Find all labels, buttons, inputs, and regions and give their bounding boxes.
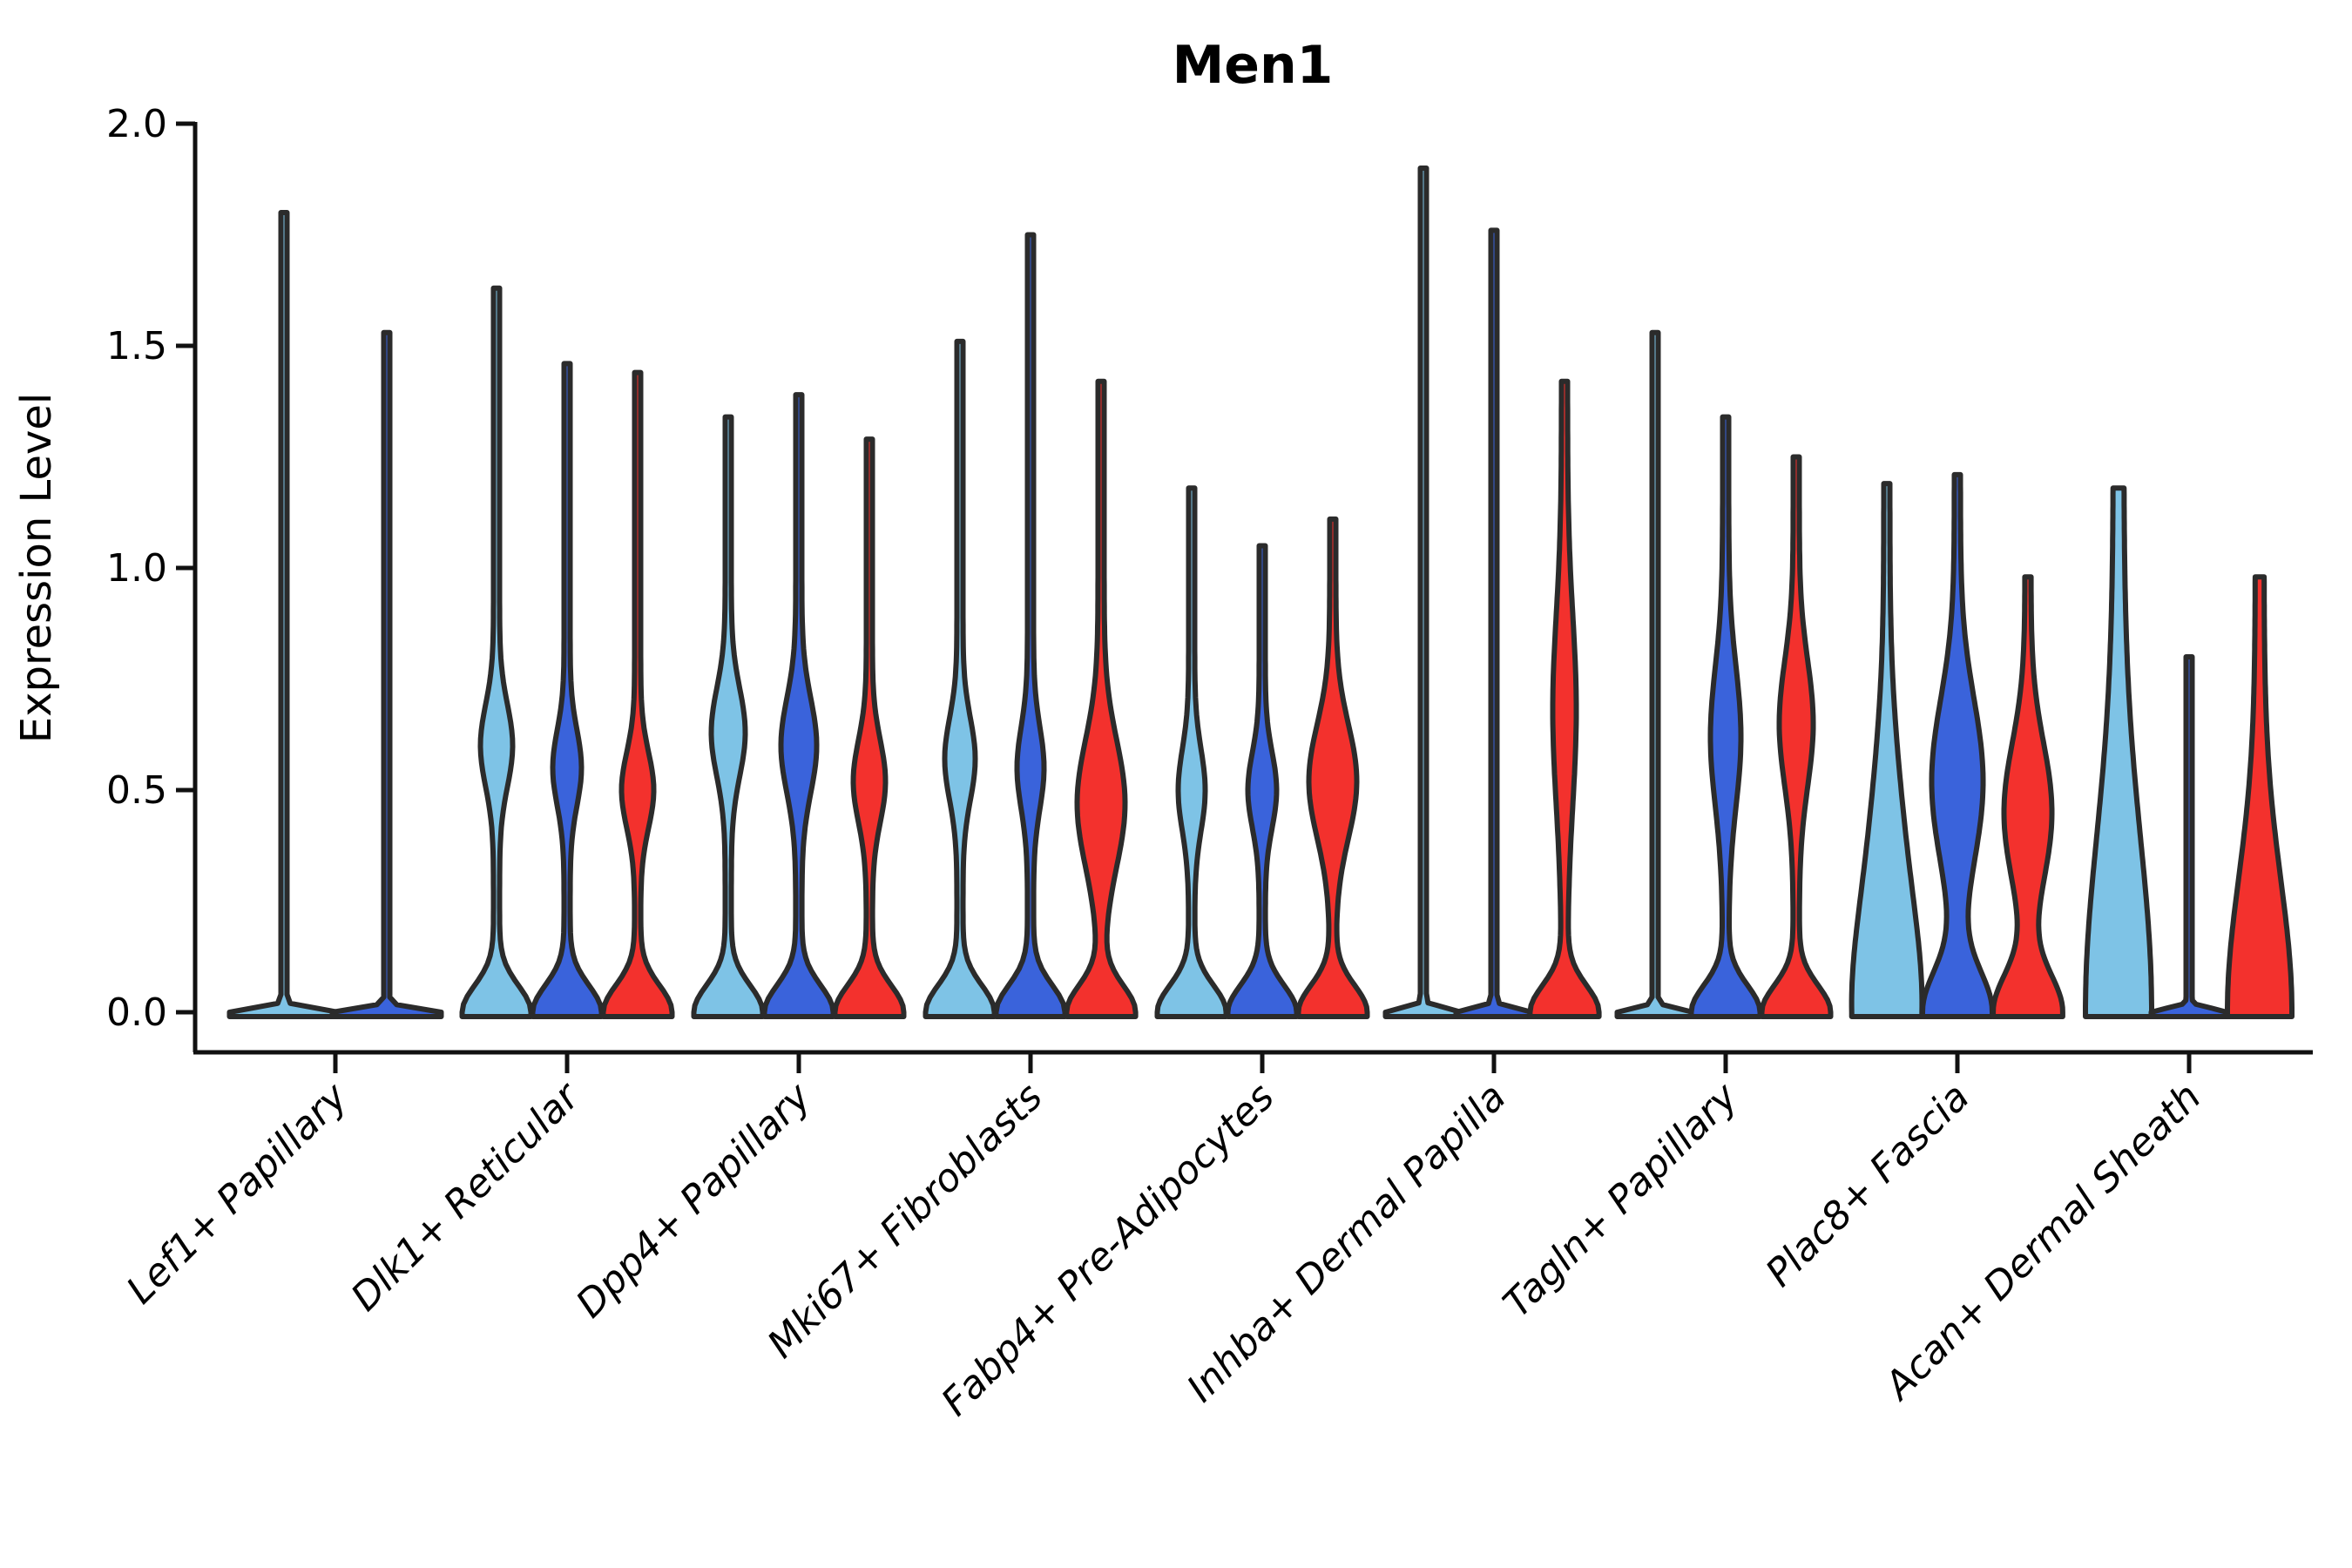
violin-dark-blue-dpp4-papillary [761,392,836,1019]
violin-dark-blue-acan-dermal-sheath [2148,654,2230,1019]
violin-light-blue-acan-dermal-sheath [2083,485,2154,1019]
violin-red-dlk1-reticular [600,369,675,1019]
x-tick-label-dlk1-reticular: Dlk1+ Reticular [342,1073,589,1320]
x-tick-label-tagln-papillary: Tagln+ Papillary [1495,1074,1747,1326]
x-tick-label-dpp4-papillary: Dpp4+ Papillary [568,1074,821,1327]
chart-title: Men1 [1173,35,1334,96]
y-axis-label: Expression Level [12,393,61,744]
violin-dark-blue-fabp4-pre-adipocytes [1225,543,1300,1019]
violin-light-blue-tagln-papillary [1614,329,1696,1019]
violin-dark-blue-tagln-papillary [1688,414,1763,1019]
violin-dark-blue-lef1-papillary [329,329,444,1019]
y-tick-labels: 2.0 1.5 1.0 0.5 0.0 [106,102,167,1035]
violin-red-inhba-dermal-papilla [1527,378,1602,1019]
violin-red-fabp4-pre-adipocytes [1295,516,1370,1019]
violin-light-blue-dpp4-papillary [691,414,766,1019]
violin-dark-blue-dlk1-reticular [530,361,605,1019]
y-tick-label-0.5: 0.5 [106,768,167,813]
violin-light-blue-mki67-fibroblasts [923,338,997,1019]
violin-light-blue-fabp4-pre-adipocytes [1154,485,1229,1019]
y-tick-label-1.0: 1.0 [106,546,167,591]
violin-red-plac8-fascia [1990,574,2065,1019]
violin-red-tagln-papillary [1759,454,1834,1019]
violin-light-blue-plac8-fascia [1848,481,1925,1019]
x-tick-label-lef1-papillary: Lef1+ Papillary [118,1074,357,1313]
y-tick-label-2.0: 2.0 [106,102,167,146]
y-tick-label-1.5: 1.5 [106,324,167,368]
violin-dark-blue-inhba-dermal-papilla [1453,227,1535,1019]
y-tick-label-0.0: 0.0 [106,990,167,1035]
x-axis-ticks [333,1052,2192,1073]
violin-series-group [226,166,2295,1019]
violin-red-mki67-fibroblasts [1064,378,1139,1019]
violin-red-acan-dermal-sheath [2225,574,2295,1019]
violin-dark-blue-plac8-fascia [1920,471,1995,1019]
violin-light-blue-inhba-dermal-papilla [1382,166,1464,1019]
violin-light-blue-lef1-papillary [226,210,341,1019]
x-tick-labels: Lef1+ Papillary Dlk1+ Reticular Dpp4+ Pa… [118,1073,2210,1425]
violin-red-dpp4-papillary [832,436,907,1019]
violin-light-blue-dlk1-reticular [459,285,534,1019]
violin-dark-blue-mki67-fibroblasts [993,232,1068,1019]
x-tick-label-plac8-fascia: Plac8+ Fascia [1757,1075,1977,1295]
y-axis-ticks [176,121,195,1015]
